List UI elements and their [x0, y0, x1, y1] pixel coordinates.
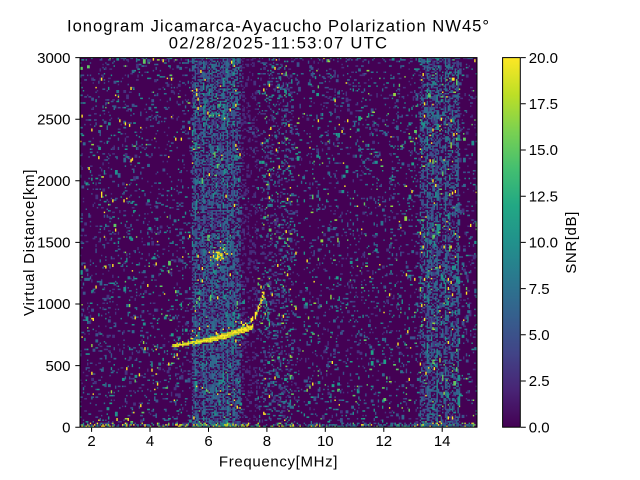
svg-text:17.5: 17.5 [529, 96, 558, 113]
svg-text:5.0: 5.0 [529, 327, 550, 344]
svg-text:0.0: 0.0 [529, 419, 550, 436]
svg-text:2000: 2000 [37, 173, 70, 190]
svg-text:10.0: 10.0 [529, 235, 558, 252]
svg-text:12: 12 [375, 433, 392, 450]
svg-text:SNR[dB]: SNR[dB] [563, 211, 580, 274]
svg-text:0: 0 [62, 419, 70, 436]
svg-text:2.5: 2.5 [529, 373, 550, 390]
svg-text:02/28/2025-11:53:07 UTC: 02/28/2025-11:53:07 UTC [169, 33, 388, 52]
svg-text:15.0: 15.0 [529, 142, 558, 159]
svg-text:12.5: 12.5 [529, 188, 558, 205]
svg-text:4: 4 [146, 433, 154, 450]
svg-text:6: 6 [204, 433, 212, 450]
svg-text:10: 10 [317, 433, 334, 450]
svg-text:3000: 3000 [37, 50, 70, 67]
svg-text:2500: 2500 [37, 111, 70, 128]
svg-text:7.5: 7.5 [529, 281, 550, 298]
svg-text:Frequency[MHz]: Frequency[MHz] [219, 454, 338, 471]
svg-text:1500: 1500 [37, 235, 70, 252]
svg-text:2: 2 [87, 433, 95, 450]
svg-text:8: 8 [263, 433, 271, 450]
svg-text:14: 14 [434, 433, 451, 450]
svg-text:1000: 1000 [37, 296, 70, 313]
svg-text:500: 500 [45, 358, 70, 375]
svg-text:Virtual Distance[km]: Virtual Distance[km] [21, 169, 38, 316]
svg-text:20.0: 20.0 [529, 50, 558, 67]
svg-text:Ionogram Jicamarca-Ayacucho Po: Ionogram Jicamarca-Ayacucho Polarization… [67, 17, 490, 36]
